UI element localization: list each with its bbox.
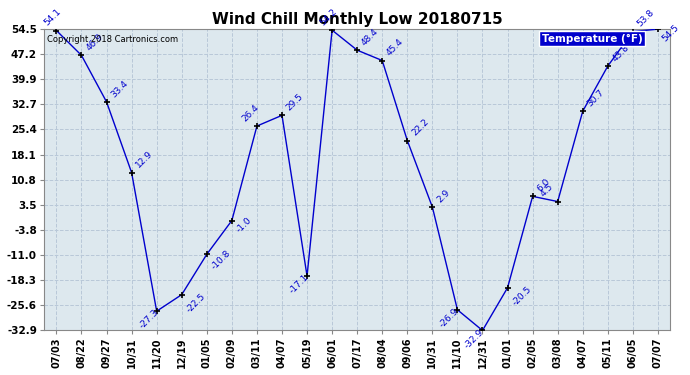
Text: Copyright 2018 Cartronics.com: Copyright 2018 Cartronics.com xyxy=(47,35,178,44)
Text: 48.4: 48.4 xyxy=(360,27,380,47)
Text: -17.1: -17.1 xyxy=(288,273,310,296)
Text: 54.1: 54.1 xyxy=(43,7,63,28)
Text: -1.0: -1.0 xyxy=(235,216,253,234)
Text: 43.8: 43.8 xyxy=(611,43,631,63)
Text: 29.5: 29.5 xyxy=(285,92,305,112)
Text: 12.9: 12.9 xyxy=(135,149,155,170)
Text: 2.9: 2.9 xyxy=(435,188,451,204)
Text: 33.4: 33.4 xyxy=(109,79,130,99)
Text: 26.4: 26.4 xyxy=(240,103,261,123)
Text: 6.0: 6.0 xyxy=(535,177,552,194)
Text: Temperature (°F): Temperature (°F) xyxy=(542,34,643,44)
Text: 53.8: 53.8 xyxy=(635,8,656,29)
Text: 22.2: 22.2 xyxy=(410,117,431,138)
Text: 4.5: 4.5 xyxy=(538,182,555,199)
Text: 54.5: 54.5 xyxy=(661,22,681,43)
Text: -26.9: -26.9 xyxy=(438,306,461,329)
Text: 46.9: 46.9 xyxy=(84,32,105,53)
Text: 45.4: 45.4 xyxy=(385,38,406,58)
Text: -10.8: -10.8 xyxy=(210,248,233,271)
Text: -20.5: -20.5 xyxy=(511,284,533,307)
Text: -27.3: -27.3 xyxy=(137,308,160,331)
Title: Wind Chill Monthly Low 20180715: Wind Chill Monthly Low 20180715 xyxy=(212,12,502,27)
Text: -32.9: -32.9 xyxy=(463,327,486,350)
Text: 54.2: 54.2 xyxy=(318,7,339,27)
Text: 30.7: 30.7 xyxy=(586,88,606,108)
Text: -22.5: -22.5 xyxy=(184,291,207,314)
